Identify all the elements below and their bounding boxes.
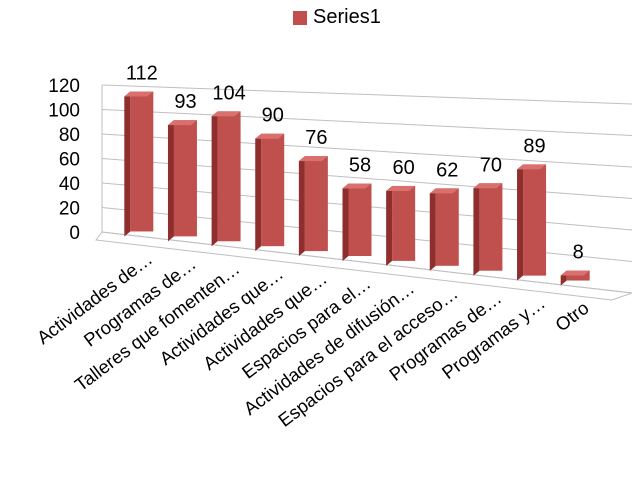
gridline [101,84,633,105]
bar-top [298,156,328,162]
bar-front [523,164,547,276]
data-label: 70 [480,154,502,176]
bar-front [130,91,154,232]
bar-top [255,133,285,139]
bar-front [348,183,372,256]
y-tick-label: 20 [59,199,80,220]
bars [124,91,590,286]
data-label: 76 [305,127,327,149]
bar-side [124,91,131,237]
bar-top [517,164,547,170]
data-label: 8 [573,242,584,264]
data-label: 89 [523,135,545,157]
x-axis-category-labels: Actividades de…Programas de…Talleres que… [33,248,593,431]
bar-front [392,185,416,261]
bar-side [517,164,524,281]
bar-top [473,183,503,189]
legend: Series1 [293,6,381,29]
bar-side [473,183,480,276]
gridline [101,109,633,136]
bar-side [255,133,262,252]
floor-outline [95,231,633,301]
bar-front [261,133,285,247]
data-label: 62 [436,159,458,181]
data-label: 60 [393,157,415,179]
bar-side [429,188,436,271]
data-label: 90 [262,105,284,127]
bar-top [124,91,154,97]
y-tick-label: 120 [48,76,80,97]
bar-side [211,111,218,247]
bar-top [429,188,459,194]
bar-front [479,183,503,271]
bar-side [386,185,393,266]
y-tick-label: 40 [59,174,80,195]
bar-top [386,185,416,191]
data-label: 112 [126,63,158,85]
y-axis-tick-labels: 0 20 40 60 80 100 120 [48,76,80,244]
y-tick-label: 100 [48,101,80,122]
data-labels: 112 93 104 90 76 58 60 62 70 89 8 [126,63,584,264]
bar-top [211,111,241,117]
bar-top [560,270,590,276]
bar-top [167,120,197,126]
bar-front [173,120,197,237]
y-tick-label: 0 [69,223,80,244]
bar-front [304,156,328,252]
bar-side [342,183,349,261]
data-label: 93 [174,91,196,113]
data-label: 104 [212,82,245,104]
y-tick-label: 60 [59,150,80,171]
y-tick-label: 80 [59,125,80,146]
bar-front [435,188,459,266]
legend-label: Series1 [313,6,381,28]
bar-front [217,111,241,242]
legend-swatch [293,10,307,25]
data-label: 58 [349,155,371,177]
bar-side [167,120,174,242]
bar-top [342,183,372,189]
x-category-label: Otro [551,297,592,335]
bar-side [298,156,305,257]
